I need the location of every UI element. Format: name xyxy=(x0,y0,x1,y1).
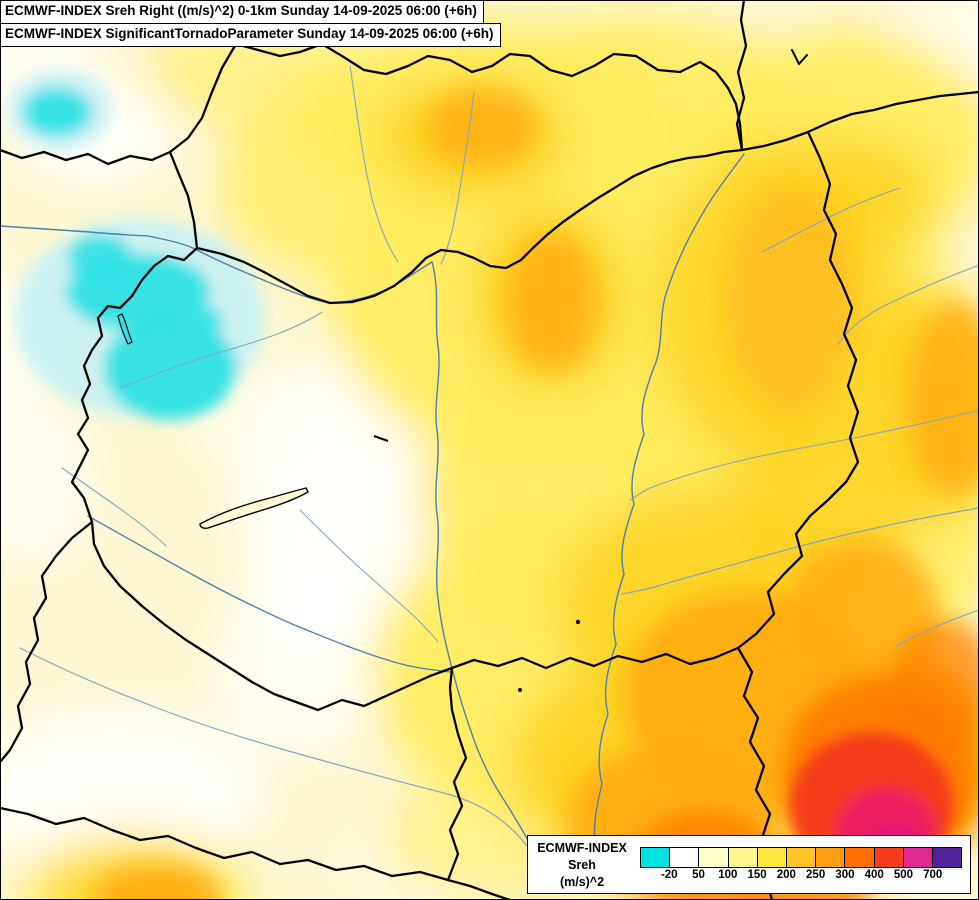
legend: ECMWF-INDEX Sreh (m/s)^2 -20 50 100 150 200 2… xyxy=(527,835,971,894)
legend-swatch xyxy=(785,848,816,868)
legend-units: (m/s)^2 xyxy=(559,875,605,890)
legend-swatch xyxy=(727,848,757,868)
legend-ticks: -20 50 100 150 200 250 300 400 500 700 xyxy=(640,869,962,884)
lake-velence xyxy=(373,434,389,443)
border-czech-austria xyxy=(0,0,255,166)
river-koros xyxy=(629,409,979,501)
legend-tick-label: 250 xyxy=(806,869,826,882)
legend-text-block: ECMWF-INDEX Sreh (m/s)^2 xyxy=(536,840,628,891)
lake-balaton xyxy=(199,487,309,529)
lakes xyxy=(117,313,389,529)
river-tisza xyxy=(593,153,745,875)
river-carpathian xyxy=(837,264,979,345)
legend-color-bar xyxy=(640,847,962,869)
border-slovenia-croatia xyxy=(0,520,94,764)
legend-tick-label: 200 xyxy=(776,869,796,882)
border-croatia-bosnia xyxy=(0,806,512,900)
header-line-2: ECMWF-INDEX SignificantTornadoParameter … xyxy=(0,22,501,47)
legend-swatch xyxy=(873,848,903,868)
river-sava xyxy=(19,647,553,865)
river-bottom-right xyxy=(895,609,979,647)
legend-swatch xyxy=(641,848,670,868)
border-czech-slovakia-poland xyxy=(234,42,744,152)
legend-tick-label: 700 xyxy=(923,869,943,882)
border-croatia-serbia xyxy=(446,666,468,882)
border-mark-ne xyxy=(791,49,808,65)
river-sio xyxy=(299,509,439,643)
legend-tick-label: 400 xyxy=(864,869,884,882)
legend-swatch xyxy=(931,848,962,868)
map-details xyxy=(518,619,581,692)
legend-tick-label: 150 xyxy=(747,869,767,882)
cyan-patches xyxy=(8,70,265,420)
legend-swatch xyxy=(756,848,786,868)
map-speck-1 xyxy=(575,619,581,625)
legend-swatch xyxy=(902,848,932,868)
legend-swatch xyxy=(669,848,699,868)
legend-swatch xyxy=(698,848,728,868)
river-raba xyxy=(119,311,323,389)
river-szamos xyxy=(761,187,901,253)
river-mura xyxy=(61,467,167,547)
river-vah xyxy=(349,65,399,263)
legend-tick-label: 50 xyxy=(692,869,705,882)
map-header: ECMWF-INDEX Sreh Right ((m/s)^2) 0-1km S… xyxy=(0,0,501,47)
border-austria-hungary xyxy=(70,246,199,524)
legend-parameter: Sreh xyxy=(568,858,596,873)
legend-tick-label: 300 xyxy=(835,869,855,882)
border-slovakia-ukraine-poland xyxy=(735,0,748,152)
border-morava xyxy=(168,150,199,250)
legend-tick-label: 500 xyxy=(893,869,914,882)
legend-title: ECMWF-INDEX xyxy=(537,841,627,856)
border-hungary-south xyxy=(90,520,740,712)
legend-scale: -20 50 100 150 200 250 300 400 500 700 xyxy=(640,847,962,884)
border-hungary-romania xyxy=(736,130,860,650)
legend-swatch xyxy=(844,848,874,868)
header-line-1: ECMWF-INDEX Sreh Right ((m/s)^2) 0-1km S… xyxy=(0,0,484,24)
legend-tick-label: 100 xyxy=(718,869,738,882)
map-speck-2 xyxy=(518,688,522,692)
legend-tick-label: -20 xyxy=(660,869,678,882)
border-hungary-slovakia xyxy=(195,148,744,305)
river-drava xyxy=(87,515,451,673)
river-danube-south xyxy=(431,261,557,869)
river-hron xyxy=(440,91,475,265)
legend-swatch xyxy=(815,848,845,868)
border-ukraine-romania xyxy=(740,90,979,152)
river-maros xyxy=(621,507,979,595)
lake-neusiedl xyxy=(117,313,133,345)
